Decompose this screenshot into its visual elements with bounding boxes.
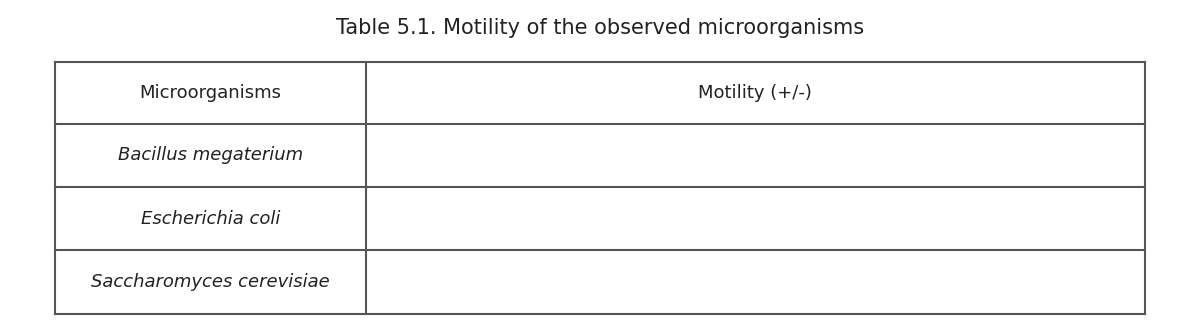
Text: Escherichia coli: Escherichia coli [140, 210, 280, 228]
Text: Table 5.1. Motility of the observed microorganisms: Table 5.1. Motility of the observed micr… [336, 18, 864, 38]
Text: Microorganisms: Microorganisms [139, 84, 281, 102]
Text: Bacillus megaterium: Bacillus megaterium [118, 146, 302, 164]
Text: Saccharomyces cerevisiae: Saccharomyces cerevisiae [91, 273, 330, 291]
Text: Motility (+/-): Motility (+/-) [698, 84, 812, 102]
